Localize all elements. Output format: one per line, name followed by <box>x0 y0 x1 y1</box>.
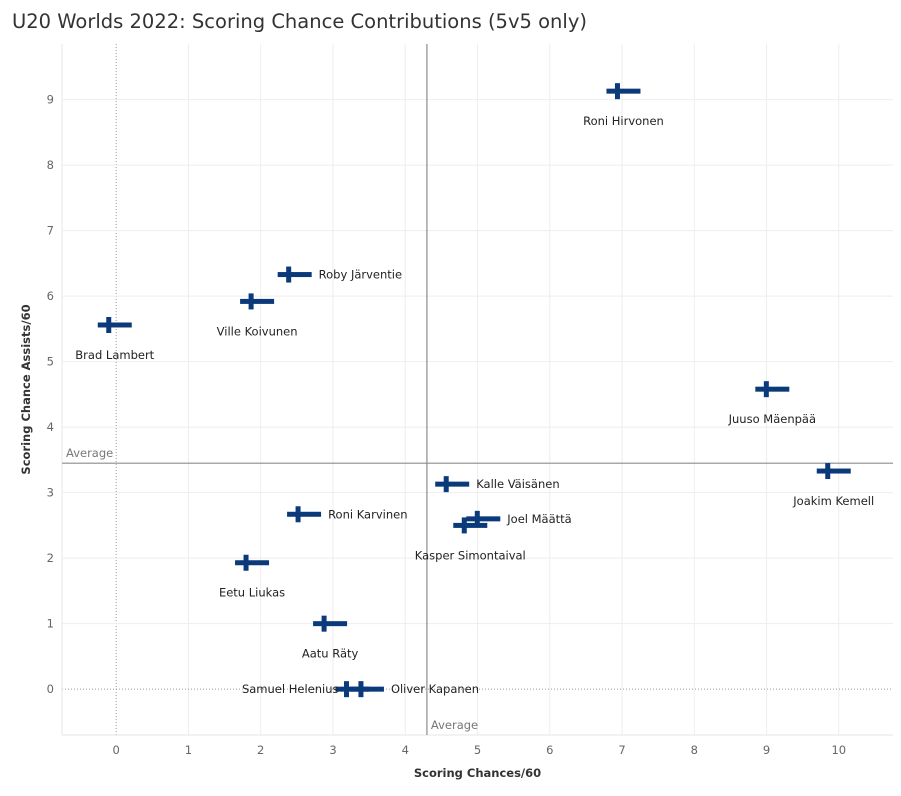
y-axis-title: Scoring Chance Assists/60 <box>19 304 33 474</box>
data-point <box>606 83 641 100</box>
x-tick-label: 8 <box>691 743 698 757</box>
marker-cross-horizontal <box>235 560 270 566</box>
marker-cross-horizontal <box>755 386 790 392</box>
x-tick-label: 5 <box>474 743 481 757</box>
marker-cross-horizontal <box>816 468 851 474</box>
marker-cross-horizontal <box>97 322 132 328</box>
data-point <box>97 316 132 333</box>
marker-cross-vertical <box>243 554 249 571</box>
marker-cross-vertical <box>106 316 112 333</box>
tick-labels: 0 1 2 3 4 5 6 7 8 9 10 0 1 2 3 4 5 6 7 8 9 <box>47 93 846 757</box>
marker-cross-vertical <box>614 83 620 100</box>
point-label: Roni Karvinen <box>328 507 407 521</box>
marker-cross-vertical <box>763 381 769 398</box>
marker-cross-vertical <box>461 517 467 534</box>
point-label: Roni Hirvonen <box>583 114 664 128</box>
point-label: Brad Lambert <box>75 348 154 362</box>
x-tick-label: 3 <box>329 743 336 757</box>
marker-cross-horizontal <box>435 481 470 487</box>
marker-cross-horizontal <box>277 272 312 278</box>
marker-cross-vertical <box>443 476 449 493</box>
data-point <box>349 681 384 698</box>
y-average-label: Average <box>66 446 113 460</box>
x-tick-label: 7 <box>618 743 625 757</box>
point-label: Kasper Simontaival <box>415 548 526 562</box>
data-point <box>287 506 322 523</box>
marker-cross-vertical <box>343 681 349 698</box>
plot-frame <box>61 44 893 736</box>
marker-cross-vertical <box>321 615 327 632</box>
x-tick-label: 0 <box>113 743 120 757</box>
point-label: Roby Järventie <box>319 268 402 282</box>
point-label: Ville Koivunen <box>217 324 298 338</box>
data-points <box>97 83 851 698</box>
data-point <box>277 266 312 283</box>
y-tick-label: 6 <box>47 289 54 303</box>
data-point <box>435 476 470 493</box>
point-label: Samuel Helenius <box>242 682 339 696</box>
y-tick-label: 4 <box>47 420 54 434</box>
data-point <box>755 381 790 398</box>
marker-cross-horizontal <box>466 516 501 522</box>
point-label: Aatu Räty <box>302 647 359 661</box>
point-label: Joakim Kemell <box>792 494 874 508</box>
marker-cross-vertical <box>248 293 254 310</box>
point-label: Oliver Kapanen <box>391 682 479 696</box>
marker-cross-horizontal <box>313 621 348 627</box>
data-point <box>466 510 501 527</box>
point-label: Kalle Väisänen <box>476 477 559 491</box>
marker-cross-horizontal <box>453 522 488 528</box>
marker-cross-vertical <box>286 266 292 283</box>
y-tick-label: 8 <box>47 158 54 172</box>
y-tick-label: 7 <box>47 224 54 238</box>
y-tick-label: 1 <box>47 617 54 631</box>
x-tick-label: 9 <box>763 743 770 757</box>
marker-cross-vertical <box>474 510 480 527</box>
y-tick-label: 5 <box>47 355 54 369</box>
point-label: Joel Määttä <box>506 512 571 526</box>
marker-cross-horizontal <box>606 88 641 94</box>
marker-cross-horizontal <box>349 686 384 692</box>
marker-cross-horizontal <box>240 298 275 304</box>
marker-cross-vertical <box>825 463 831 480</box>
x-tick-label: 4 <box>402 743 409 757</box>
x-tick-label: 1 <box>185 743 192 757</box>
data-point <box>453 517 488 534</box>
x-tick-label: 10 <box>831 743 846 757</box>
x-axis-title: Scoring Chances/60 <box>414 766 541 780</box>
y-tick-label: 3 <box>47 486 54 500</box>
point-labels: Roni Hirvonen Roby Järventie Ville Koivune… <box>75 114 874 696</box>
data-point <box>313 615 348 632</box>
y-tick-label: 2 <box>47 551 54 565</box>
x-average-label: Average <box>431 718 478 732</box>
y-tick-label: 9 <box>47 93 54 107</box>
gridlines <box>62 44 893 735</box>
data-point <box>240 293 275 310</box>
data-point <box>235 554 270 571</box>
marker-cross-vertical <box>358 681 364 698</box>
y-tick-label: 0 <box>47 682 54 696</box>
point-label: Eetu Liukas <box>219 586 285 600</box>
chart-title: U20 Worlds 2022: Scoring Chance Contribu… <box>12 10 587 33</box>
x-tick-label: 2 <box>257 743 264 757</box>
average-lines: Average Average <box>62 44 893 735</box>
data-point <box>816 463 851 480</box>
marker-cross-horizontal <box>287 511 322 517</box>
point-label: Juuso Mäenpää <box>728 412 816 426</box>
marker-cross-vertical <box>295 506 301 523</box>
x-tick-label: 6 <box>546 743 553 757</box>
